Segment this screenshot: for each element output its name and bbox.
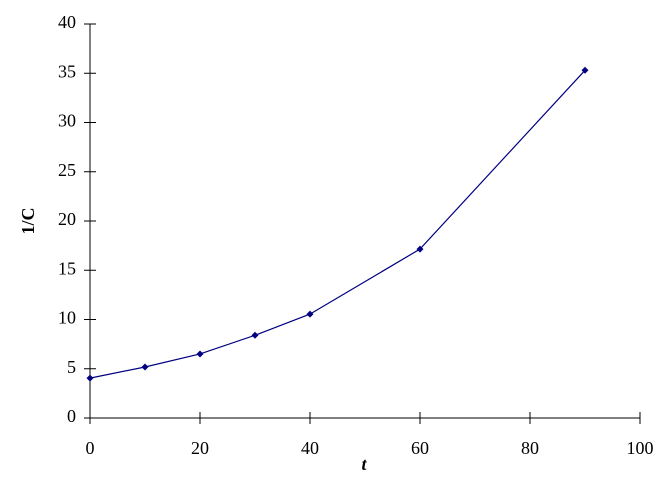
data-point [251, 331, 259, 339]
x-axis-title: t [361, 454, 367, 474]
x-tick-label: 80 [521, 438, 539, 458]
x-tick-label: 0 [86, 438, 95, 458]
x-tick-label: 100 [627, 438, 654, 458]
y-tick-label: 5 [67, 357, 76, 377]
y-tick-label: 25 [58, 160, 76, 180]
y-tick-label: 20 [58, 209, 76, 229]
y-tick-label: 35 [58, 61, 76, 81]
y-tick-label: 0 [67, 406, 76, 426]
data-point [306, 310, 314, 318]
x-tick-label: 40 [301, 438, 319, 458]
y-tick-label: 40 [58, 12, 76, 32]
data-point [581, 66, 589, 74]
data-point [141, 363, 149, 371]
data-point [196, 350, 204, 358]
y-axis-title: 1/C [18, 208, 38, 235]
series-line [89, 69, 586, 379]
y-tick-label: 15 [58, 258, 76, 278]
data-point [416, 245, 424, 253]
y-tick-label: 30 [58, 111, 76, 131]
y-tick-label: 10 [58, 308, 76, 328]
x-tick-label: 20 [191, 438, 209, 458]
data-point [86, 374, 94, 382]
x-tick-label: 60 [411, 438, 429, 458]
